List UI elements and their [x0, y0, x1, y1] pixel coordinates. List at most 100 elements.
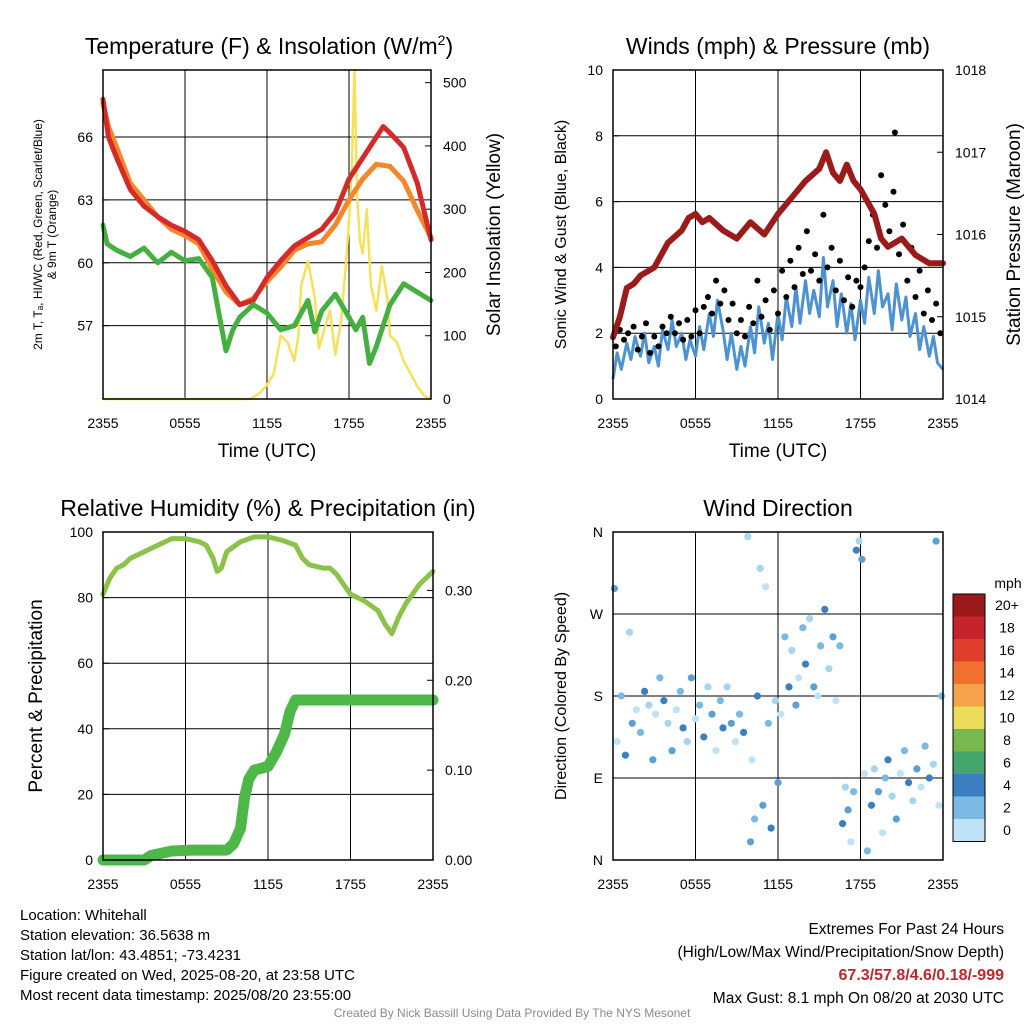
- y-tick-label: 20: [77, 786, 93, 802]
- gust-point: [676, 320, 682, 327]
- direction-point: [764, 719, 773, 727]
- gust-point: [688, 333, 695, 340]
- x-tick-label: 2355: [417, 876, 448, 892]
- x-tick-label: 0555: [680, 876, 711, 892]
- y-tick-label: 57: [77, 318, 93, 334]
- direction-point: [938, 692, 946, 700]
- legend-swatch: [953, 729, 985, 752]
- direction-point: [825, 665, 833, 673]
- direction-point: [687, 674, 696, 682]
- legend-swatch: [953, 661, 985, 684]
- direction-point: [861, 769, 869, 778]
- direction-point: [708, 710, 716, 718]
- direction-point: [847, 838, 855, 846]
- y-axis-label: Direction (Colored By Speed): [553, 592, 570, 800]
- direction-point: [691, 715, 700, 723]
- direction-point: [913, 765, 921, 773]
- direction-point: [617, 692, 625, 700]
- direction-point: [740, 728, 748, 737]
- direction-point: [679, 724, 687, 732]
- station-elevation: Station elevation: 36.5638 m: [20, 927, 211, 944]
- gust-point: [890, 188, 897, 195]
- direction-point: [878, 829, 887, 837]
- credit-footer: Created By Nick Bassill Using Data Provi…: [333, 1006, 691, 1020]
- gust-point: [704, 294, 711, 300]
- direction-point: [799, 624, 807, 632]
- series-line-temp_2m: [100, 96, 434, 308]
- direction-point: [870, 765, 878, 773]
- temperature-insolation-panel: 2355 0555 1155 1755 2355 57 60 63 66 0 100 200 300 40…: [31, 32, 505, 462]
- direction-point: [836, 642, 844, 650]
- gust-point: [717, 300, 724, 307]
- y-tick-label: 60: [77, 655, 93, 671]
- extremes-box: Extremes For Past 24 Hours (High/Low/Max…: [584, 918, 1005, 1010]
- station-latlon: Station lat/lon: 43.4851; -73.4231: [20, 947, 242, 964]
- gust-point: [874, 244, 880, 251]
- x-tick-label: 1155: [252, 415, 282, 431]
- x-tick-label: 2355: [415, 415, 446, 431]
- x-tick-label: 1755: [845, 415, 876, 431]
- y-axis-label-line2: & 9m T (Orange): [45, 190, 59, 280]
- gust-point: [824, 264, 831, 271]
- gust-point: [667, 313, 674, 320]
- x-tick-label: 2355: [597, 876, 628, 892]
- direction-point: [676, 687, 685, 696]
- gust-point: [663, 330, 670, 337]
- direction-point: [810, 683, 818, 691]
- direction-point: [753, 692, 762, 700]
- x-tick-label: 1155: [253, 876, 283, 892]
- gust-point: [758, 313, 765, 320]
- x-tick-label: 2355: [597, 415, 628, 431]
- gust-point: [783, 294, 790, 300]
- direction-point: [621, 751, 630, 759]
- direction-point: [759, 801, 767, 809]
- gust-point: [795, 244, 802, 251]
- gust-point: [625, 330, 632, 337]
- y2-tick-label: 1014: [955, 391, 986, 407]
- gust-point: [621, 336, 627, 343]
- y-tick-label: 66: [77, 129, 93, 145]
- winds-pressure-panel: 2355 0555 1155 1755 2355 0 2 4 6 8 10 1014 1015 1016 1…: [553, 33, 1024, 462]
- direction-point: [652, 710, 660, 718]
- gust-point: [832, 287, 839, 294]
- direction-point: [858, 555, 866, 563]
- legend-label: 8: [1003, 732, 1011, 748]
- legend-label: 20+: [995, 597, 1019, 613]
- x-tick-label: 0555: [680, 415, 711, 431]
- direction-point: [829, 633, 837, 641]
- direction-point: [636, 728, 645, 737]
- x-tick-label: 1155: [763, 876, 793, 892]
- gust-point: [878, 172, 885, 179]
- legend-swatch: [953, 796, 985, 819]
- gust-point: [612, 343, 619, 350]
- gust-point: [924, 287, 931, 294]
- gust-point: [916, 267, 923, 274]
- x-axis-label: Time (UTC): [729, 441, 828, 462]
- legend-frame: [952, 593, 986, 842]
- gust-point: [799, 271, 806, 277]
- legend-label: 12: [999, 687, 1015, 703]
- gust-point: [721, 287, 728, 294]
- direction-point: [905, 779, 913, 787]
- gust-point: [882, 201, 889, 208]
- x-tick-label: 2355: [927, 876, 958, 892]
- x-tick-label: 1155: [763, 415, 793, 431]
- y-tick-label: 2: [595, 325, 603, 341]
- gust-point: [865, 238, 872, 245]
- plot-frame: [612, 69, 944, 400]
- direction-point: [613, 738, 621, 746]
- direction-point: [785, 683, 793, 691]
- direction-point: [874, 788, 883, 796]
- direction-point: [641, 687, 649, 696]
- direction-point: [649, 756, 657, 764]
- x-tick-label: 0555: [169, 415, 200, 431]
- direction-point: [767, 824, 775, 832]
- direction-point: [929, 760, 938, 768]
- legend-swatch: [953, 774, 985, 797]
- gust-point: [900, 221, 907, 228]
- y-tick-label: 60: [77, 255, 93, 271]
- direction-point: [892, 815, 900, 823]
- direction-point: [746, 838, 755, 846]
- legend-label: 2: [1003, 800, 1011, 816]
